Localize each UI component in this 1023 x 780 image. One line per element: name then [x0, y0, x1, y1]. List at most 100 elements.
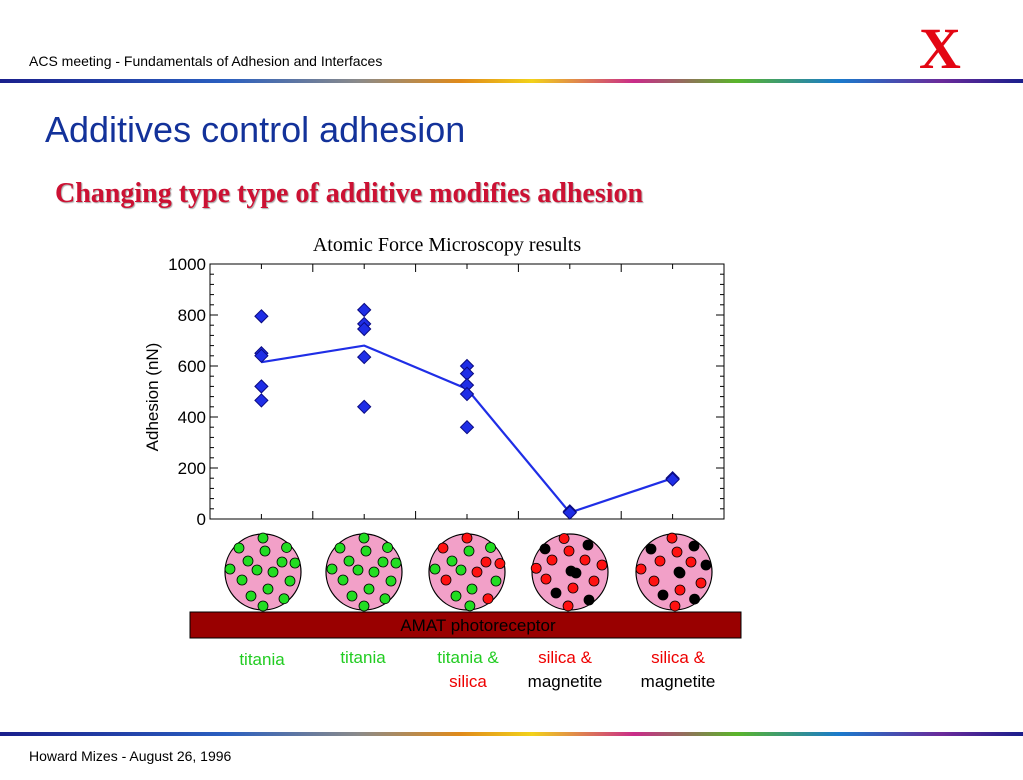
xerox-logo-letter: X	[919, 20, 961, 72]
page-title: Additives control adhesion	[45, 109, 466, 150]
composition-label: magnetite	[641, 672, 716, 691]
data-point	[254, 379, 269, 394]
additive-dot	[635, 563, 647, 575]
additive-dot	[385, 575, 397, 587]
additive-dot	[233, 542, 245, 554]
top-rainbow-rule	[0, 79, 1023, 83]
data-point	[459, 386, 475, 402]
additive-dot	[251, 564, 263, 576]
additive-dot	[334, 542, 346, 554]
additive-dot	[582, 539, 594, 551]
toner-particle	[635, 532, 713, 612]
additive-dot	[276, 556, 288, 568]
additive-dot	[494, 558, 506, 569]
additive-dot	[669, 600, 681, 612]
additive-dot	[257, 532, 269, 544]
additive-dot	[464, 600, 476, 612]
additive-dot	[257, 600, 269, 612]
additive-dot	[326, 563, 338, 575]
y-tick-label: 600	[178, 357, 206, 376]
chart-title: Atomic Force Microscopy results	[313, 234, 581, 256]
additive-dot	[363, 583, 375, 595]
additive-dot	[368, 566, 380, 578]
additive-dot	[657, 589, 669, 601]
additive-dot	[360, 545, 372, 557]
additive-dot	[390, 557, 402, 569]
additive-dot	[343, 555, 355, 567]
additive-dot	[596, 559, 608, 571]
additive-dot	[267, 566, 279, 578]
data-point	[356, 302, 372, 318]
additive-dot	[485, 542, 496, 553]
additive-dot	[583, 594, 595, 606]
additive-dot	[666, 532, 678, 544]
additive-dot	[688, 540, 700, 552]
additive-dot	[685, 556, 697, 568]
data-point	[459, 419, 475, 435]
xerox-logo: X	[919, 20, 961, 72]
y-tick-label: 800	[178, 306, 206, 325]
additive-dot	[471, 566, 483, 578]
additive-dot	[278, 593, 290, 605]
additive-dot	[281, 542, 292, 553]
data-point	[356, 349, 372, 365]
composition-label: silica &	[538, 648, 593, 667]
toner-particle	[428, 532, 506, 612]
additive-dot	[579, 554, 591, 566]
additive-dot	[224, 563, 236, 575]
additive-dot	[689, 593, 700, 605]
additive-dot	[346, 590, 358, 602]
composition-label: silica &	[651, 648, 706, 667]
additive-dot	[695, 577, 707, 589]
additive-dot	[437, 542, 449, 554]
substrate-label: AMAT photoreceptor	[400, 616, 556, 635]
additive-dot	[562, 600, 574, 612]
additive-dot	[379, 593, 391, 605]
substrate-bar	[189, 611, 742, 639]
additive-dot	[539, 543, 551, 555]
additive-dot	[352, 564, 364, 576]
additive-dot	[654, 555, 666, 567]
data-point	[356, 399, 372, 415]
additive-dot	[382, 542, 393, 553]
bottom-rainbow-rule	[0, 732, 1023, 736]
header-title: ACS meeting - Fundamentals of Adhesion a…	[29, 53, 383, 69]
additive-dot	[358, 600, 370, 612]
additive-dot	[259, 545, 271, 557]
additive-dot	[377, 556, 389, 568]
additive-dot	[337, 574, 349, 586]
composition-label: magnetite	[528, 672, 603, 691]
data-point	[665, 472, 680, 487]
toner-particle	[325, 532, 403, 612]
additive-dot	[645, 543, 657, 555]
additive-dot	[245, 590, 257, 602]
additive-dot	[440, 574, 452, 586]
additive-dot	[546, 554, 558, 566]
additive-dot	[482, 593, 494, 605]
footer-text: Howard Mizes - August 26, 1996	[29, 748, 232, 764]
additive-dot	[490, 575, 502, 587]
additive-dot	[480, 556, 492, 568]
data-point	[254, 348, 269, 364]
toner-particle	[530, 533, 609, 612]
additive-dot	[289, 557, 301, 569]
additive-dot	[242, 555, 254, 567]
composition-label: titania	[340, 648, 386, 667]
toner-particle	[224, 532, 302, 612]
composition-label: silica	[449, 672, 487, 691]
additive-dot	[700, 559, 712, 571]
additive-dot	[674, 584, 686, 596]
additive-dot	[550, 587, 562, 599]
additive-dot	[671, 546, 683, 558]
additive-dot	[540, 573, 552, 585]
additive-dot	[466, 583, 478, 595]
additive-dot	[236, 574, 248, 586]
additive-dot	[455, 564, 467, 576]
composition-label: titania	[239, 650, 285, 669]
additive-dot	[558, 533, 570, 544]
y-axis-label: Adhesion (nN)	[143, 343, 162, 452]
additive-dot	[461, 532, 473, 544]
y-tick-label: 0	[197, 510, 206, 529]
additive-dot	[567, 582, 579, 594]
data-point	[356, 321, 372, 337]
